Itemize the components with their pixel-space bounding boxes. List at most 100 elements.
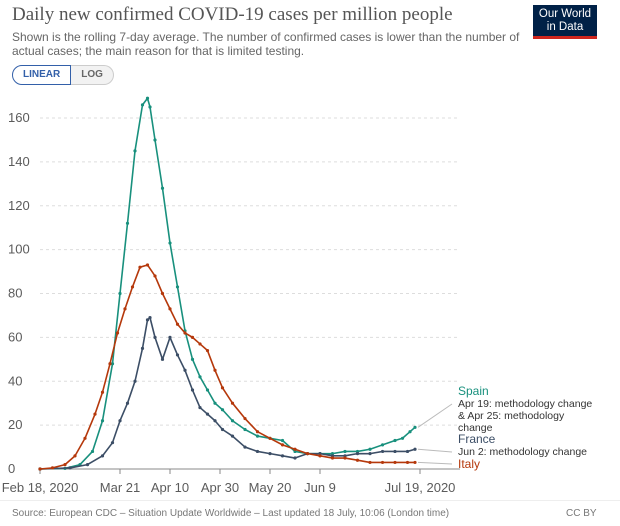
italy-point [175,322,180,326]
france-point [175,353,180,357]
x-tick-label: Mar 21 [100,480,140,495]
x-tick-label: Apr 10 [151,480,189,495]
italy-point [305,452,310,456]
france-point [220,427,225,432]
spain-point [118,291,122,296]
italy-point [190,335,195,339]
france-point [280,454,285,458]
spain-note-line-3: change [458,422,493,434]
spain-point [100,419,105,423]
chart-title: Daily new confirmed COVID-19 cases per m… [12,4,453,25]
france-point [243,445,247,449]
spain-point [198,375,202,379]
spain-point [125,221,130,225]
owid-logo[interactable]: Our World in Data [533,5,597,39]
y-tick-label: 160 [8,110,30,125]
france-point [405,449,410,454]
spain-point [205,388,210,392]
line-chart: 0 20 40 60 80 100 120 140 160 Feb 18, 2020 Mar 21… [2,96,592,495]
scale-toggle: LINEAR LOG [12,65,114,85]
france-point [160,357,165,361]
france-point [330,454,335,458]
italy-point [183,331,187,335]
spain-point [110,362,115,366]
x-tick-label: Apr 30 [201,480,239,495]
italy-point [38,467,42,471]
spain-point [280,438,285,443]
italy-point [83,436,87,440]
grid-lines [40,117,460,470]
france-point [230,434,235,438]
italy-point [330,456,335,460]
spain-point [330,452,335,456]
spain-note-line-1: Apr 19: methodology change [458,398,592,410]
france-point [413,447,417,451]
spain-point [293,449,297,454]
france-label[interactable]: France [458,432,496,446]
france-point [255,449,260,454]
y-tick-label: 60 [8,329,22,344]
france-point [133,379,137,383]
italy-point [130,285,135,289]
logo-line-2: in Data [546,21,584,33]
france-point [148,316,152,320]
france-point [153,335,157,339]
spain-point [243,427,247,432]
spain-label[interactable]: Spain [458,384,489,398]
france-point [355,452,360,456]
log-scale-button[interactable]: LOG [71,65,114,85]
spain-point [368,447,372,451]
y-tick-label: 0 [8,461,15,476]
y-tick-label: 40 [8,373,22,388]
italy-point [115,331,120,335]
spain-point [413,425,417,429]
france-point [343,454,347,458]
italy-point [145,263,150,267]
linear-scale-button[interactable]: LINEAR [12,65,72,85]
spain-point [145,96,150,100]
italy-point [243,416,247,421]
source-note: Source: European CDC – Situation Update … [12,508,450,519]
france-point [183,368,187,372]
logo-accent-bar [533,36,597,39]
license-link[interactable]: CC BY [566,508,597,519]
france-point [110,441,115,445]
france-point [68,466,72,470]
italy-point [220,386,225,390]
y-tick-label: 80 [8,286,22,301]
france-point [268,452,272,456]
italy-point [230,401,235,405]
spain-point [190,357,195,361]
italy-point [293,447,297,451]
spain-point [400,436,405,440]
spain-point [393,438,397,443]
italy-point [160,291,165,296]
spain-point [90,449,95,454]
france-point [368,452,372,456]
y-tick-label: 100 [8,242,30,257]
x-tick-label: May 20 [249,480,292,495]
y-axis-ticks: 0 20 40 60 80 100 120 140 160 [8,110,30,476]
italy-label[interactable]: Italy [458,457,480,471]
italy-point [343,456,347,460]
x-tick-label: Jun 9 [304,480,336,495]
france-line[interactable] [39,316,416,470]
france-point [213,419,217,423]
france-point [85,463,90,467]
y-tick-label: 120 [8,198,30,213]
spain-note-line-2: & Apr 25: methodology [458,410,565,422]
france-point [145,318,150,322]
chart-subtitle: Shown is the rolling 7-day average. The … [12,30,520,58]
italy-point [268,436,272,440]
italy-point [100,390,105,394]
x-axis-ticks: Feb 18, 2020 Mar 21 Apr 10 Apr 30 May 20 Jun … [2,469,455,495]
italy-point [213,368,217,372]
france-point [393,449,397,454]
italy-point [73,454,77,458]
italy-point [393,460,397,465]
spain-point [343,449,347,454]
spain-point [355,449,360,454]
y-tick-label: 20 [8,417,22,432]
italy-point [198,342,202,346]
italy-point [168,307,172,311]
